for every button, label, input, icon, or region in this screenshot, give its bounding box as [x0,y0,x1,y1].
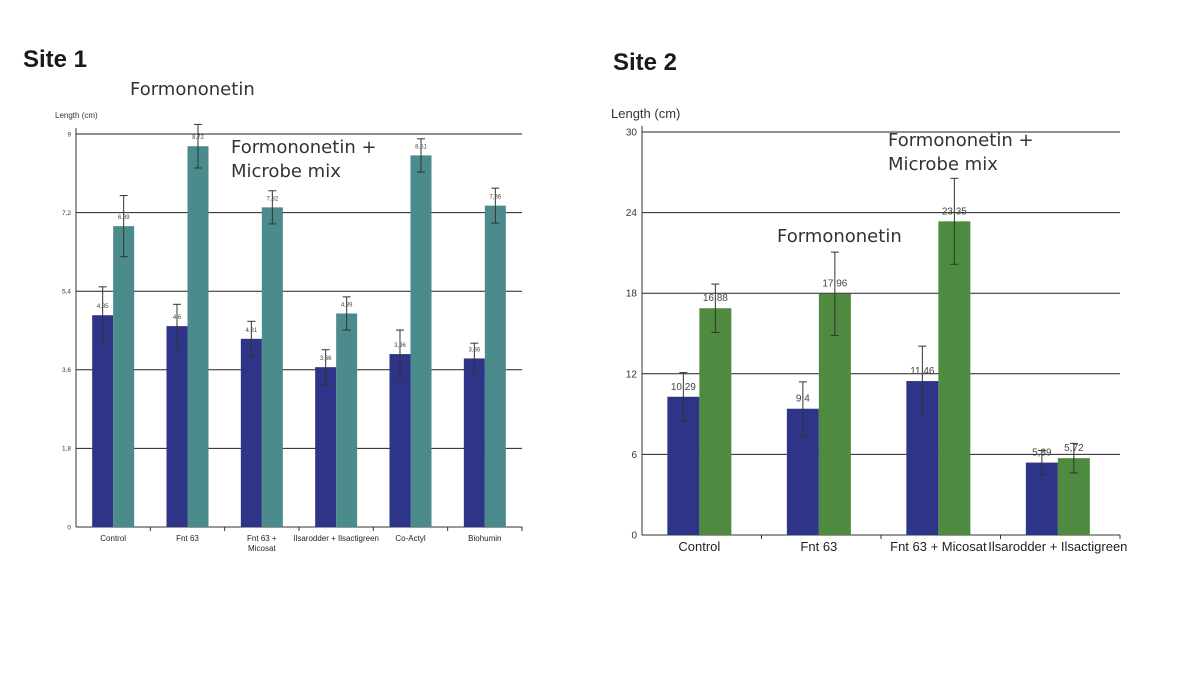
site1-formononetin-annotation: Formononetin [130,79,255,100]
y-axis-label: Length (cm) [611,106,680,121]
data-label: 11,46 [910,366,935,377]
y-tick-label: 0 [67,524,71,531]
x-category-label: Biohumin [468,534,501,543]
site2-combo-annotation: Formononetin + Microbe mix [888,130,1034,175]
x-category-label: Micosat [248,544,276,553]
bar [113,226,135,528]
x-category-label: Ilsarodder + Ilsactigreen [293,534,379,543]
bar [463,358,485,527]
y-tick-label: 12 [626,369,638,380]
y-tick-label: 5,4 [62,288,71,295]
x-category-label: Fnt 63 + [247,534,277,543]
bar [389,354,411,527]
data-label: 8,72 [192,135,204,141]
x-category-label: Fnt 63 [176,534,199,543]
data-label: 4,89 [341,302,353,308]
site1-title: Site 1 [23,46,88,73]
data-label: 4,6 [173,315,182,321]
x-category-label: Ilsarodder + Ilsactigreen [988,539,1127,554]
y-tick-label: 30 [626,128,638,139]
bar [315,367,337,527]
y-tick-label: 9 [67,131,71,138]
x-category-label: Co-Actyl [395,534,425,543]
bar [240,338,262,527]
data-label: 3,86 [468,347,480,353]
data-label: 8,51 [415,144,427,150]
site2-title: Site 2 [613,49,678,76]
x-category-label: Control [678,539,720,554]
bar [336,313,358,527]
data-label: 10,29 [671,382,696,393]
data-label: 7,36 [489,195,501,201]
y-tick-label: 24 [626,208,638,219]
data-label: 7,32 [266,196,278,202]
y-tick-label: 7,2 [62,210,71,217]
data-label: 9,4 [796,394,810,405]
bar [699,308,732,535]
site1-combo-annotation: Formononetin + Microbe mix [231,137,377,182]
data-label: 4,85 [97,304,109,310]
bar [410,155,432,527]
data-label: 5,72 [1064,443,1084,454]
data-label: 23,35 [942,206,967,217]
data-label: 6,89 [118,215,130,221]
bar [92,315,114,527]
data-label: 16,88 [703,293,728,304]
data-label: 3,66 [320,356,332,362]
bar [187,146,209,527]
y-tick-label: 6 [631,450,637,461]
bar [166,326,188,527]
y-tick-label: 1,8 [62,446,71,453]
y-tick-label: 18 [626,289,638,300]
x-category-label: Control [100,534,126,543]
y-axis-label: Length (cm) [55,111,98,120]
x-category-label: Fnt 63 + Micosat [890,539,987,554]
y-tick-label: 3,6 [62,367,71,374]
data-label: 4,31 [245,328,257,334]
data-label: 17,96 [822,279,847,290]
y-tick-label: 0 [631,531,637,542]
site2-formononetin-annotation: Formononetin [777,226,902,247]
bar [484,205,506,527]
bar [938,221,971,535]
bar [261,207,283,528]
data-label: 5,39 [1032,448,1052,459]
data-label: 3,96 [394,343,406,349]
x-category-label: Fnt 63 [800,539,837,554]
